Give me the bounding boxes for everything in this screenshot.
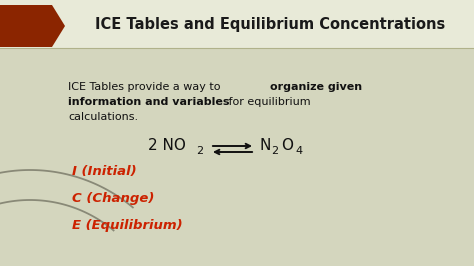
Text: C (Change): C (Change)	[72, 192, 155, 205]
Text: O: O	[281, 138, 293, 153]
Text: ICE Tables and Equilibrium Concentrations: ICE Tables and Equilibrium Concentration…	[95, 16, 445, 31]
Text: 4: 4	[295, 146, 302, 156]
Text: 2: 2	[271, 146, 278, 156]
Text: organize given: organize given	[270, 82, 362, 92]
Text: 2 NO: 2 NO	[148, 138, 186, 153]
Text: calculations.: calculations.	[68, 112, 138, 122]
Polygon shape	[0, 5, 65, 47]
Text: I (Initial): I (Initial)	[72, 165, 137, 178]
Text: for equilibrium: for equilibrium	[225, 97, 310, 107]
FancyBboxPatch shape	[0, 0, 474, 48]
Text: 2: 2	[196, 146, 203, 156]
Text: E (Equilibrium): E (Equilibrium)	[72, 219, 182, 232]
Text: information and variables: information and variables	[68, 97, 229, 107]
Text: ICE Tables provide a way to: ICE Tables provide a way to	[68, 82, 224, 92]
Text: N: N	[260, 138, 272, 153]
